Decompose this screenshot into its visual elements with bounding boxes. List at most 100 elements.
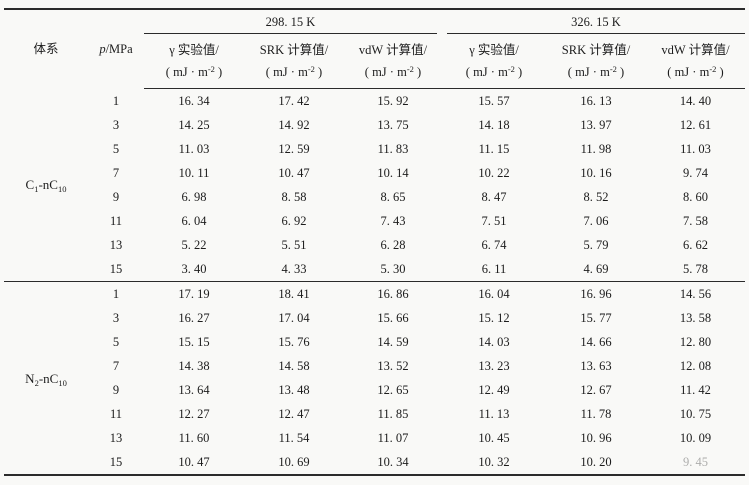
value-cell: 5. 79: [583, 237, 609, 252]
table-row: 13 5. 22 5. 51 6. 28 6. 74 5. 79 6. 62: [4, 233, 745, 257]
measure-header-298-2: vdW 计算值/( mJ · m-2 ): [344, 34, 442, 89]
value-cell: 10. 45: [478, 430, 510, 445]
value-cell: 10. 34: [377, 454, 409, 469]
value-cell: 9. 74: [683, 165, 708, 180]
value-cell: 15. 66: [377, 310, 409, 325]
value-cell: 6. 74: [481, 237, 507, 252]
value-cell: 11. 54: [278, 430, 310, 445]
value-cell: 11. 42: [680, 382, 711, 397]
value-cell: 10. 47: [278, 165, 310, 180]
value-cell: 13. 75: [377, 117, 409, 132]
measure-header-326-2: vdW 计算值/( mJ · m-2 ): [646, 34, 745, 89]
table-row: 3 14. 25 14. 92 13. 75 14. 18 13. 97 12. 61: [4, 113, 745, 137]
value-cell: 10. 20: [580, 454, 612, 469]
value-cell: 5. 51: [281, 237, 307, 252]
system-label: N2-nC10: [4, 281, 88, 475]
value-cell: 10. 09: [679, 430, 712, 445]
value-cell: 13. 48: [278, 382, 310, 397]
temperature-header-row: 体系 p/MPa 298. 15 K 326. 15 K: [4, 9, 745, 55]
value-cell: 7. 43: [380, 213, 406, 228]
value-cell: 4. 33: [281, 261, 307, 276]
value-cell: 14. 25: [178, 117, 210, 132]
value-cell: 10. 32: [478, 454, 510, 469]
value-cell: 13. 23: [478, 358, 510, 373]
value-cell: 11. 07: [377, 430, 409, 445]
pressure-cell: 3: [112, 117, 120, 132]
value-cell: 7. 06: [583, 213, 609, 228]
system-label: C1-nC10: [25, 177, 67, 195]
value-cell: 5. 30: [380, 261, 406, 276]
value-cell: 15. 15: [178, 334, 210, 349]
pressure-cell: 5: [112, 334, 120, 349]
col-header-system: 体系: [33, 42, 59, 56]
value-cell: 15. 57: [478, 93, 510, 108]
value-cell: 6. 11: [481, 261, 507, 276]
value-cell: 8. 52: [583, 189, 609, 204]
surface-tension-table: 体系 p/MPa 298. 15 K 326. 15 K γ 实验值/( mJ …: [4, 8, 745, 476]
value-cell: 10. 96: [580, 430, 612, 445]
value-cell: 14. 56: [646, 281, 745, 306]
pressure-cell: 1: [112, 93, 120, 108]
value-cell: 10. 69: [278, 454, 310, 469]
table-row: 3 16. 27 17. 04 15. 66 15. 12 15. 77 13. 58: [4, 306, 745, 330]
pressure-symbol: p: [99, 42, 106, 56]
value-cell: 12. 49: [478, 382, 510, 397]
pressure-cell: 13: [109, 237, 123, 252]
value-cell: 15. 77: [580, 310, 612, 325]
value-cell: 15. 92: [377, 93, 409, 108]
value-cell: 12. 47: [278, 406, 310, 421]
value-cell: 8. 58: [281, 189, 307, 204]
value-cell: 16. 27: [178, 310, 210, 325]
pressure-cell: 11: [109, 406, 123, 421]
value-cell: 11. 83: [377, 141, 409, 156]
pressure-cell: 15: [109, 454, 123, 469]
measure-header-298-1: SRK 计算值/( mJ · m-2 ): [244, 34, 344, 89]
value-cell: 16. 04: [442, 281, 546, 306]
value-cell: 8. 47: [481, 189, 507, 204]
value-cell: 14. 66: [580, 334, 612, 349]
value-cell: 10. 16: [580, 165, 612, 180]
table-row: 5 15. 15 15. 76 14. 59 14. 03 14. 66 12. 80: [4, 330, 745, 354]
table-row: C1-nC10 1 16. 34 17. 42 15. 92 15. 57 16. 13 14…: [4, 89, 745, 193]
value-cell: 12. 80: [679, 334, 712, 349]
value-cell: 6. 92: [281, 213, 307, 228]
value-cell: 12. 59: [278, 141, 310, 156]
table-row: N2-nC10 1 17. 19 18. 41 16. 86 16. 04 16. 96 14…: [4, 281, 745, 475]
value-cell: 17. 19: [144, 281, 244, 306]
table-row: 5 11. 03 12. 59 11. 83 11. 15 11. 98 11. 03: [4, 137, 745, 161]
value-cell: 11. 78: [580, 406, 612, 421]
temp-group-298: 298. 15 K: [144, 9, 442, 34]
value-cell: 3. 40: [181, 261, 207, 276]
value-cell: 16. 13: [580, 93, 612, 108]
value-cell: 15. 12: [478, 310, 510, 325]
value-cell: 6. 62: [683, 237, 708, 252]
pressure-cell: 9: [112, 189, 120, 204]
value-cell: 10. 47: [178, 454, 210, 469]
value-cell: 14. 59: [377, 334, 409, 349]
value-cell: 12. 08: [679, 358, 712, 373]
value-cell: 18. 41: [244, 281, 344, 306]
value-cell: 12. 61: [679, 117, 712, 132]
value-cell: 11. 98: [580, 141, 612, 156]
value-cell: 14. 40: [679, 93, 712, 108]
temp-group-326: 326. 15 K: [442, 9, 745, 34]
value-cell: 6. 28: [380, 237, 406, 252]
value-cell: 11. 15: [478, 141, 510, 156]
table-row: 7 14. 38 14. 58 13. 52 13. 23 13. 63 12. 08: [4, 354, 745, 378]
value-cell: 11. 03: [680, 141, 711, 156]
pressure-cell: 9: [112, 382, 120, 397]
value-cell: 14. 38: [178, 358, 210, 373]
value-cell: 13. 97: [580, 117, 612, 132]
value-cell: 9. 45: [683, 454, 708, 469]
value-cell: 12. 27: [178, 406, 210, 421]
value-cell: 5. 78: [683, 261, 708, 276]
pressure-cell: 13: [109, 430, 123, 445]
value-cell: 11. 85: [377, 406, 409, 421]
measure-header-326-0: γ 实验值/( mJ · m-2 ): [442, 34, 546, 89]
value-cell: 8. 65: [380, 189, 406, 204]
value-cell: 6. 98: [181, 189, 207, 204]
table-row: 15 10. 47 10. 69 10. 34 10. 32 10. 20 9. 45: [4, 450, 745, 475]
value-cell: 14. 92: [278, 117, 310, 132]
value-cell: 11. 60: [178, 430, 210, 445]
pressure-cell: 7: [112, 358, 120, 373]
